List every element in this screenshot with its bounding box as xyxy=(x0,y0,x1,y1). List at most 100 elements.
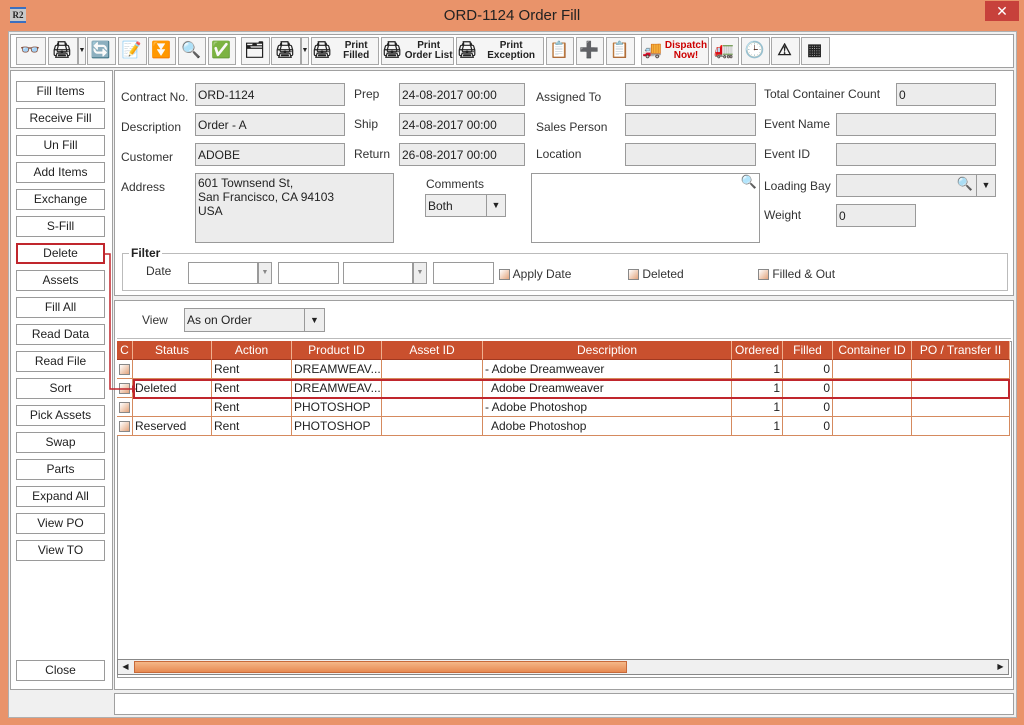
sidebar-button-delete[interactable]: Delete xyxy=(16,243,105,264)
event-id-field[interactable] xyxy=(836,143,996,166)
binoculars-icon: 👓 xyxy=(20,42,40,59)
add-remove-button[interactable]: ➕ xyxy=(576,37,604,65)
assigned-to-field[interactable] xyxy=(625,83,756,106)
sidebar-button-swap[interactable]: Swap xyxy=(16,432,105,453)
table-cell xyxy=(382,360,483,379)
sidebar-button-sort[interactable]: Sort xyxy=(16,378,105,399)
column-header[interactable]: Status xyxy=(133,341,212,360)
comments-select-value: Both xyxy=(428,199,453,213)
apply-date-checkbox[interactable]: Apply Date xyxy=(499,267,571,281)
loading-bay-select[interactable]: 🔍 ▼ xyxy=(836,174,996,197)
scrollbar-thumb[interactable] xyxy=(134,661,627,673)
print-filled-button[interactable]: 🖨 Print Filled xyxy=(311,37,379,65)
sidebar-button-fill-all[interactable]: Fill All xyxy=(16,297,105,318)
date-from-picker[interactable] xyxy=(188,262,258,284)
pick-printer-button[interactable]: 🖨 xyxy=(48,37,78,65)
sidebar-button-read-file[interactable]: Read File xyxy=(16,351,105,372)
binoculars-button[interactable]: 👓 xyxy=(16,37,46,65)
sidebar-button-fill-items[interactable]: Fill Items xyxy=(16,81,105,102)
ship-date-field[interactable]: 24-08-2017 00:00 xyxy=(399,113,525,136)
column-header[interactable]: Asset ID xyxy=(382,341,483,360)
row-checkbox[interactable] xyxy=(119,364,130,376)
chevron-down-icon[interactable]: ▼ xyxy=(258,262,272,284)
row-checkbox[interactable] xyxy=(119,421,130,433)
row-checkbox[interactable] xyxy=(119,402,130,414)
sidebar-button-parts[interactable]: Parts xyxy=(16,459,105,480)
table-cell: 1 xyxy=(732,398,783,417)
refresh-button[interactable]: 🔄 xyxy=(87,37,116,65)
scroll-right-icon[interactable]: ▶ xyxy=(997,662,1004,671)
chevron-down-icon[interactable]: ▼ xyxy=(413,262,427,284)
dispatch-now-button[interactable]: 🚚 Dispatch Now! xyxy=(641,37,709,65)
column-header[interactable]: Product ID xyxy=(292,341,382,360)
event-name-field[interactable] xyxy=(836,113,996,136)
description-field[interactable]: Order - A xyxy=(195,113,345,136)
sidebar-button-s-fill[interactable]: S-Fill xyxy=(16,216,105,237)
truck-document-icon: 🚛 xyxy=(714,42,734,59)
sidebar-button-un-fill[interactable]: Un Fill xyxy=(16,135,105,156)
color-grid-button[interactable]: ▦ xyxy=(801,37,830,65)
chevron-down-icon[interactable]: ▼ xyxy=(976,175,995,196)
search-icon[interactable]: 🔍 xyxy=(956,176,973,191)
comments-textarea[interactable]: 🔍 xyxy=(531,173,760,243)
funnel-down-button[interactable]: ⏬ xyxy=(148,37,176,65)
horizontal-scrollbar[interactable]: ◀ ▶ xyxy=(117,659,1009,675)
time-from-field[interactable] xyxy=(278,262,339,284)
sidebar-button-receive-fill[interactable]: Receive Fill xyxy=(16,108,105,129)
truck-document-button[interactable]: 🚛 xyxy=(711,37,739,65)
comments-select[interactable]: Both ▼ xyxy=(425,194,506,217)
chevron-down-icon[interactable]: ▼ xyxy=(486,195,505,216)
customer-field[interactable]: ADOBE xyxy=(195,143,345,166)
filter-check-button[interactable]: ✅ xyxy=(208,37,236,65)
scroll-left-icon[interactable]: ◀ xyxy=(122,662,129,671)
return-date-field[interactable]: 26-08-2017 00:00 xyxy=(399,143,525,166)
close-button[interactable]: Close xyxy=(16,660,105,681)
event-name-label: Event Name xyxy=(764,117,831,131)
sales-person-field[interactable] xyxy=(625,113,756,136)
print-multi-button[interactable]: 🖨 xyxy=(271,37,301,65)
search-icon[interactable]: 🔍 xyxy=(740,174,757,189)
sidebar-button-exchange[interactable]: Exchange xyxy=(16,189,105,210)
column-header[interactable]: C xyxy=(117,341,133,360)
column-header[interactable]: Filled xyxy=(783,341,833,360)
table-cell xyxy=(833,417,912,436)
sidebar-button-view-to[interactable]: View TO xyxy=(16,540,105,561)
container-list-2-button[interactable]: 📋 xyxy=(606,37,635,65)
filled-out-checkbox[interactable]: Filled & Out xyxy=(758,267,835,281)
date-to-picker[interactable] xyxy=(343,262,413,284)
column-header[interactable]: Ordered xyxy=(732,341,783,360)
dropdown-arrow-icon[interactable]: ▼ xyxy=(301,37,309,65)
print-exception-button[interactable]: 🖨 Print Exception xyxy=(456,37,544,65)
container-list-button[interactable]: 📋 xyxy=(546,37,574,65)
chevron-down-icon[interactable]: ▼ xyxy=(304,309,324,331)
warning-document-button[interactable]: ⚠ xyxy=(771,37,800,65)
print-multi-icon: 🖨 xyxy=(274,42,296,59)
dropdown-arrow-icon[interactable]: ▼ xyxy=(78,37,86,65)
column-header[interactable]: Action xyxy=(212,341,292,360)
edit-notepad-button[interactable]: 📝 xyxy=(118,37,147,65)
address-field[interactable]: 601 Townsend St, San Francisco, CA 94103… xyxy=(195,173,394,243)
schedule-clock-button[interactable]: 🕒 xyxy=(741,37,770,65)
return-label: Return xyxy=(354,147,391,161)
table-cell xyxy=(912,360,1010,379)
color-grid-icon: ▦ xyxy=(806,42,823,59)
sidebar-button-view-po[interactable]: View PO xyxy=(16,513,105,534)
sidebar-button-add-items[interactable]: Add Items xyxy=(16,162,105,183)
deleted-checkbox[interactable]: Deleted xyxy=(628,267,684,281)
contract-no-field[interactable]: ORD-1124 xyxy=(195,83,345,106)
sidebar-button-pick-assets[interactable]: Pick Assets xyxy=(16,405,105,426)
view-select[interactable]: As on Order ▼ xyxy=(184,308,325,332)
prep-date-field[interactable]: 24-08-2017 00:00 xyxy=(399,83,525,106)
print-stack-button[interactable]: 🗂 xyxy=(241,37,270,65)
sidebar-button-read-data[interactable]: Read Data xyxy=(16,324,105,345)
column-header[interactable]: Container ID xyxy=(833,341,912,360)
column-header[interactable]: PO / Transfer II xyxy=(912,341,1010,360)
location-field[interactable] xyxy=(625,143,756,166)
close-window-button[interactable]: ✕ xyxy=(985,1,1019,21)
print-order-list-button[interactable]: 🖨 Print Order List xyxy=(381,37,454,65)
sidebar-button-expand-all[interactable]: Expand All xyxy=(16,486,105,507)
time-to-field[interactable] xyxy=(433,262,494,284)
column-header[interactable]: Description xyxy=(483,341,732,360)
zoom-plus-minus-button[interactable]: 🔍 xyxy=(178,37,206,65)
sidebar-button-assets[interactable]: Assets xyxy=(16,270,105,291)
